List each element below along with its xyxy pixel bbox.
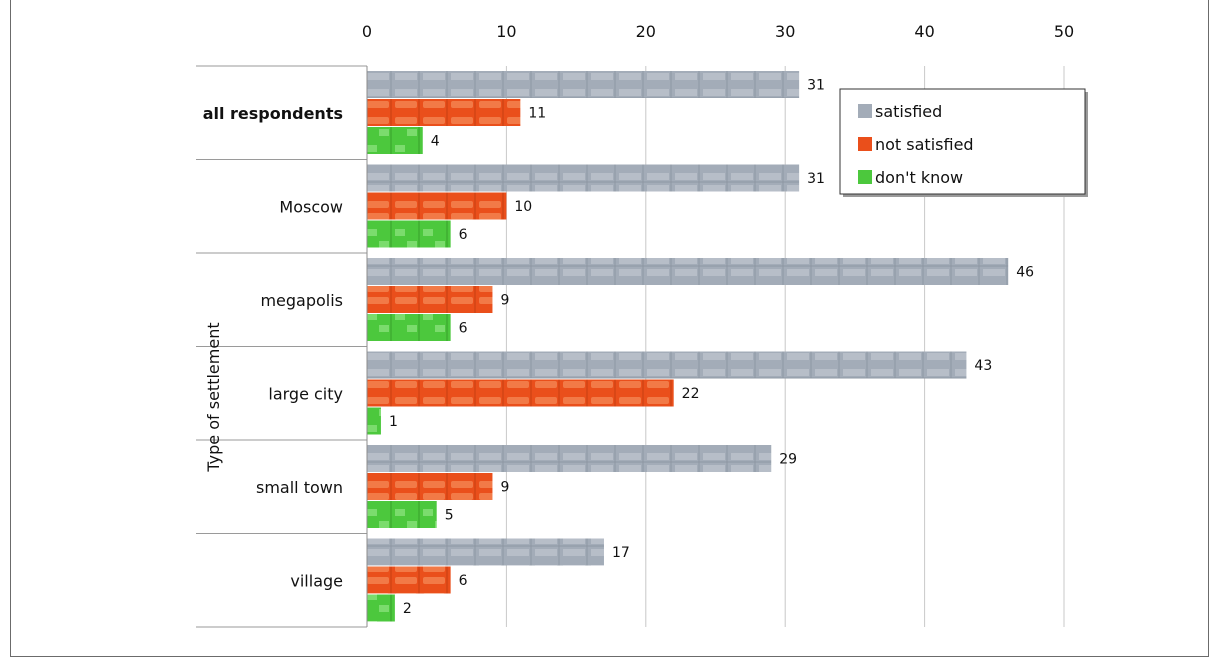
x-tick-label: 40 bbox=[914, 22, 934, 41]
data-label: 2 bbox=[403, 601, 412, 617]
bar-satisfied bbox=[367, 538, 604, 566]
data-label: 22 bbox=[682, 386, 700, 402]
x-tick-label: 30 bbox=[775, 22, 795, 41]
data-label: 11 bbox=[528, 106, 546, 122]
bar-satisfied bbox=[367, 258, 1009, 285]
data-label: 31 bbox=[807, 78, 825, 94]
category-label: small town bbox=[256, 478, 343, 497]
data-label: 10 bbox=[514, 199, 532, 215]
data-label: 6 bbox=[459, 227, 468, 243]
x-axis-ticks: 0 10 20 30 40 50 bbox=[362, 22, 1074, 41]
data-label: 17 bbox=[612, 545, 630, 561]
legend-swatch bbox=[858, 170, 872, 184]
legend-box bbox=[839, 88, 1086, 195]
bar-satisfied bbox=[367, 351, 967, 379]
legend-label: satisfied bbox=[875, 102, 942, 121]
bar-satisfied bbox=[367, 164, 800, 192]
bar-not-satisfied bbox=[367, 379, 674, 407]
value-labels: 31 11 4 31 10 6 46 9 6 43 22 1 29 9 5 17 6 2 bbox=[389, 78, 1034, 618]
data-label: 4 bbox=[431, 134, 440, 150]
legend-label: not satisfied bbox=[875, 135, 974, 154]
y-axis-title: Type of settlement bbox=[204, 322, 223, 472]
category-label: megapolis bbox=[260, 291, 343, 310]
data-label: 9 bbox=[500, 480, 509, 496]
data-label: 5 bbox=[445, 508, 454, 524]
bar-don-t-know bbox=[367, 314, 451, 341]
axes bbox=[196, 65, 368, 628]
legend-swatch bbox=[858, 137, 872, 151]
bar-don-t-know bbox=[367, 220, 451, 248]
chart-frame bbox=[10, 0, 1209, 657]
category-label: village bbox=[290, 571, 343, 590]
x-tick-label: 10 bbox=[496, 22, 516, 41]
data-label: 29 bbox=[779, 452, 797, 468]
data-label: 9 bbox=[500, 293, 509, 309]
legend: satisfied not satisfied don't know bbox=[839, 88, 1088, 197]
x-tick-label: 0 bbox=[362, 22, 372, 41]
category-label: Moscow bbox=[279, 197, 343, 216]
bar-don-t-know bbox=[367, 594, 395, 622]
bar-not-satisfied bbox=[367, 286, 493, 313]
bar-don-t-know bbox=[367, 407, 381, 435]
x-tick-label: 50 bbox=[1054, 22, 1074, 41]
bar-not-satisfied bbox=[367, 99, 521, 126]
data-label: 46 bbox=[1016, 265, 1034, 281]
legend-label: don't know bbox=[875, 168, 963, 187]
bar-not-satisfied bbox=[367, 192, 507, 220]
data-label: 6 bbox=[459, 573, 468, 589]
data-label: 31 bbox=[807, 171, 825, 187]
category-labels: all respondents Moscow megapolis large city… bbox=[203, 104, 343, 591]
bar-satisfied bbox=[367, 445, 772, 472]
category-label: large city bbox=[268, 384, 343, 403]
category-label: all respondents bbox=[203, 104, 343, 123]
data-label: 43 bbox=[974, 358, 992, 374]
x-tick-label: 20 bbox=[636, 22, 656, 41]
bars bbox=[367, 71, 1009, 622]
legend-swatch bbox=[858, 104, 872, 118]
bar-not-satisfied bbox=[367, 566, 451, 594]
data-label: 6 bbox=[459, 321, 468, 337]
bar-don-t-know bbox=[367, 127, 423, 154]
bar-don-t-know bbox=[367, 501, 437, 528]
data-label: 1 bbox=[389, 414, 398, 430]
bar-not-satisfied bbox=[367, 473, 493, 500]
bar-satisfied bbox=[367, 71, 800, 98]
